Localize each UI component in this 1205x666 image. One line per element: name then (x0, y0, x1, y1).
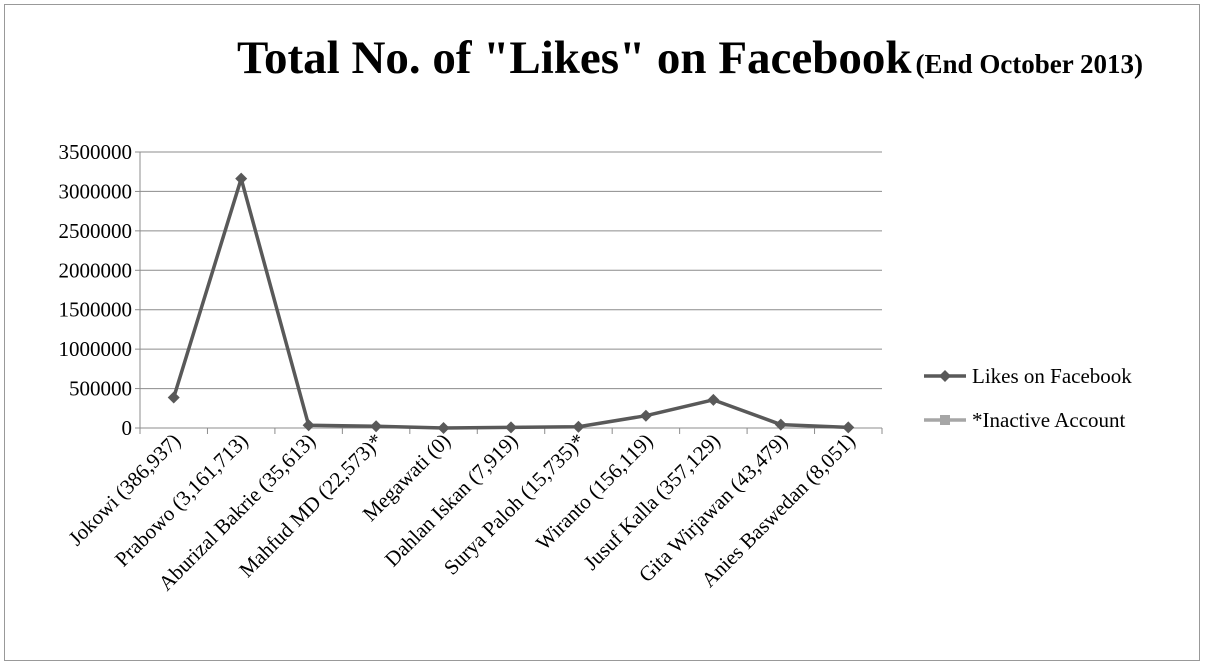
legend-label: *Inactive Account (972, 408, 1126, 432)
data-point (370, 420, 383, 433)
data-point (572, 420, 585, 433)
legend-marker (939, 370, 951, 382)
x-tick-label: Wiranto (156,119) (531, 429, 657, 555)
title-block: Total No. of "Likes" on Facebook (End Oc… (230, 34, 1150, 93)
data-point (707, 393, 720, 406)
y-tick-label: 3000000 (59, 179, 133, 203)
data-point (437, 422, 450, 434)
chart-border (4, 4, 1200, 661)
y-tick-label: 1500000 (59, 298, 133, 322)
data-point (639, 409, 652, 422)
y-tick-label: 3500000 (59, 140, 133, 164)
data-point (505, 421, 517, 434)
data-point (235, 172, 248, 185)
y-tick-label: 1000000 (59, 337, 133, 361)
y-tick-label: 0 (122, 416, 133, 440)
y-tick-label: 2000000 (59, 258, 133, 282)
y-tick-label: 500000 (69, 377, 132, 401)
data-point (167, 391, 180, 404)
chart-title: Total No. of "Likes" on Facebook (236, 32, 912, 84)
legend-marker (940, 415, 950, 425)
chart-subtitle: (End October 2013) (915, 49, 1144, 79)
data-point (302, 419, 315, 432)
data-point (842, 421, 855, 434)
y-tick-label: 2500000 (59, 219, 133, 243)
series-line (172, 176, 849, 430)
x-tick-label: Jokowi (386,937) (64, 429, 186, 551)
legend-label: Likes on Facebook (972, 364, 1132, 388)
data-point (774, 418, 787, 431)
